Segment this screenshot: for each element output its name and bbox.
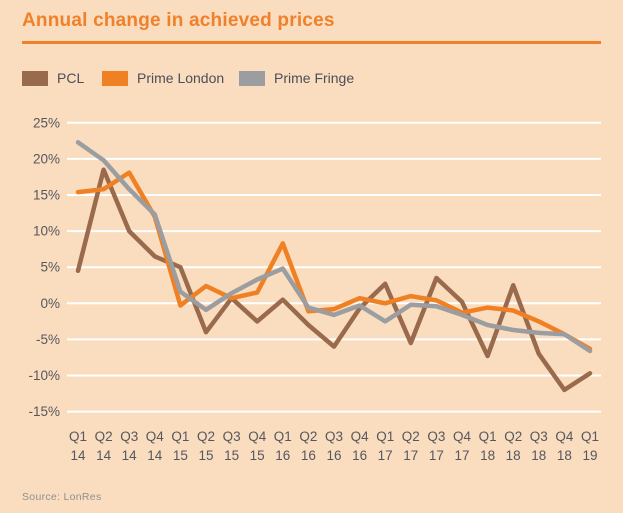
y-tick-label: -15% bbox=[28, 404, 60, 419]
x-tick-year-label: 14 bbox=[70, 448, 86, 463]
x-tick-quarter-label: Q3 bbox=[223, 429, 241, 444]
x-tick-quarter-label: Q4 bbox=[453, 429, 472, 444]
x-tick-quarter-label: Q4 bbox=[146, 429, 165, 444]
series-line-prime-fringe bbox=[75, 140, 593, 354]
x-tick-year-label: 17 bbox=[429, 448, 444, 463]
legend-item-pcl: PCL bbox=[22, 69, 84, 87]
legend-label: Prime Fringe bbox=[274, 70, 355, 86]
x-tick-quarter-label: Q3 bbox=[325, 429, 343, 444]
x-tick-quarter-label: Q3 bbox=[530, 429, 548, 444]
x-tick-quarter-label: Q3 bbox=[120, 429, 138, 444]
y-tick-label: 10% bbox=[33, 224, 60, 239]
title-underline-rule bbox=[22, 41, 601, 44]
page-title: Annual change in achieved prices bbox=[22, 10, 335, 31]
x-tick-year-label: 19 bbox=[582, 448, 597, 463]
legend-label: Prime London bbox=[137, 70, 225, 86]
x-tick-quarter-label: Q1 bbox=[376, 429, 394, 444]
legend-item-prime-london: Prime London bbox=[102, 69, 224, 87]
legend-label: PCL bbox=[57, 70, 85, 86]
x-tick-year-label: 18 bbox=[531, 448, 546, 463]
x-tick-quarter-label: Q2 bbox=[197, 429, 215, 444]
x-tick-quarter-label: Q4 bbox=[555, 429, 574, 444]
x-tick-year-label: 16 bbox=[301, 448, 316, 463]
x-tick-year-label: 15 bbox=[198, 448, 213, 463]
x-tick-year-label: 16 bbox=[326, 448, 341, 463]
x-tick-quarter-label: Q2 bbox=[95, 429, 113, 444]
y-tick-label: 0% bbox=[40, 296, 60, 311]
source-credit: Source: LonRes bbox=[22, 491, 102, 503]
x-tick-year-label: 14 bbox=[96, 448, 112, 463]
y-tick-label: -10% bbox=[28, 368, 60, 383]
x-tick-year-label: 18 bbox=[506, 448, 521, 463]
x-tick-quarter-label: Q2 bbox=[402, 429, 420, 444]
x-tick-quarter-label: Q2 bbox=[299, 429, 317, 444]
x-tick-quarter-label: Q1 bbox=[479, 429, 497, 444]
y-tick-label: 25% bbox=[33, 115, 60, 130]
legend-item-prime-fringe: Prime Fringe bbox=[239, 69, 354, 87]
y-tick-label: 15% bbox=[33, 188, 60, 203]
x-tick-quarter-label: Q4 bbox=[351, 429, 370, 444]
x-tick-year-label: 17 bbox=[403, 448, 418, 463]
x-tick-year-label: 17 bbox=[454, 448, 469, 463]
x-tick-quarter-label: Q4 bbox=[248, 429, 267, 444]
y-tick-label: 5% bbox=[40, 260, 60, 275]
x-tick-quarter-label: Q1 bbox=[274, 429, 292, 444]
legend-swatch-prime-london-icon bbox=[102, 70, 128, 86]
x-tick-year-label: 15 bbox=[224, 448, 239, 463]
x-tick-quarter-label: Q3 bbox=[427, 429, 445, 444]
chart-legend: PCL Prime London Prime Fringe bbox=[0, 69, 623, 87]
x-tick-year-label: 14 bbox=[122, 448, 138, 463]
x-tick-quarter-label: Q2 bbox=[504, 429, 522, 444]
x-tick-quarter-label: Q1 bbox=[171, 429, 189, 444]
x-tick-year-label: 16 bbox=[352, 448, 367, 463]
x-tick-year-label: 15 bbox=[250, 448, 265, 463]
legend-swatch-prime-fringe-icon bbox=[239, 70, 265, 86]
x-tick-quarter-label: Q1 bbox=[69, 429, 87, 444]
x-tick-quarter-label: Q1 bbox=[581, 429, 599, 444]
x-tick-year-label: 18 bbox=[480, 448, 495, 463]
legend-swatch-pcl-icon bbox=[22, 70, 48, 86]
y-tick-label: 20% bbox=[33, 151, 60, 166]
x-tick-year-label: 16 bbox=[275, 448, 290, 463]
series-line-pcl bbox=[75, 167, 593, 393]
y-tick-label: -5% bbox=[36, 332, 60, 347]
x-tick-year-label: 18 bbox=[557, 448, 572, 463]
x-tick-year-label: 15 bbox=[173, 448, 188, 463]
x-tick-year-label: 17 bbox=[378, 448, 393, 463]
x-tick-year-label: 14 bbox=[147, 448, 163, 463]
series-line-prime-london bbox=[75, 170, 593, 352]
